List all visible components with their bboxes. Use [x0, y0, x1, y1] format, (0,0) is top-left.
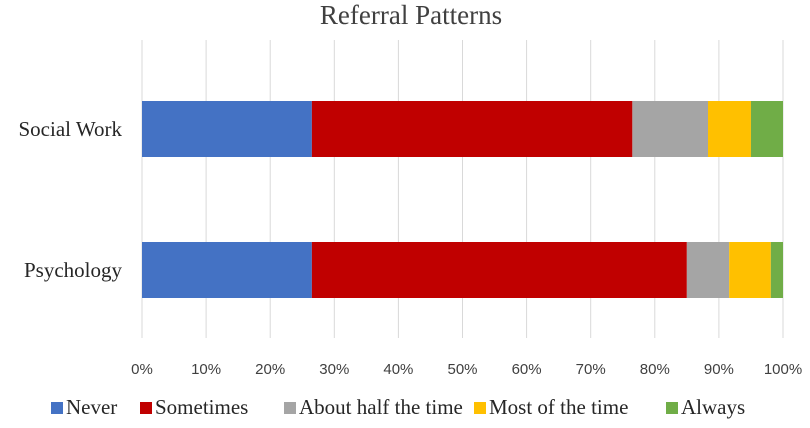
bar-social-work-most-of-the-time — [708, 101, 751, 157]
x-axis-tick-labels: 0% 10% 20% 30% 40% 50% 60% 70% 80% 90% 100% — [131, 361, 802, 378]
x-tick-label: 90% — [704, 361, 734, 378]
x-tick-label: 100% — [764, 361, 802, 378]
bar-social-work-about-half-the-time — [632, 101, 709, 157]
x-tick-label: 40% — [383, 361, 413, 378]
category-label-social-work: Social Work — [19, 117, 123, 141]
x-tick-label: 10% — [191, 361, 221, 378]
bar-social-work-always — [750, 101, 783, 157]
legend-swatch-about-half-the-time — [284, 402, 296, 414]
bar-social-work-never — [142, 101, 312, 157]
bar-psychology-about-half-the-time — [686, 242, 730, 298]
legend-swatch-never — [51, 402, 63, 414]
x-tick-label: 60% — [512, 361, 542, 378]
legend-swatch-sometimes — [140, 402, 152, 414]
legend: Never Sometimes About half the time Most of… — [51, 395, 745, 419]
legend-swatch-most-of-the-time — [474, 402, 486, 414]
bar-psychology-sometimes — [311, 242, 687, 298]
legend-label-sometimes: Sometimes — [155, 395, 248, 419]
x-tick-label: 20% — [255, 361, 285, 378]
x-tick-label: 70% — [576, 361, 606, 378]
legend-label-never: Never — [66, 395, 117, 419]
chart-title: Referral Patterns — [320, 0, 502, 30]
bar-social-work-sometimes — [311, 101, 633, 157]
bar-psychology-always — [770, 242, 783, 298]
category-labels: Social Work Psychology — [19, 117, 123, 282]
x-tick-label: 50% — [447, 361, 477, 378]
x-tick-label: 0% — [131, 361, 153, 378]
bar-psychology-most-of-the-time — [729, 242, 771, 298]
x-tick-label: 30% — [319, 361, 349, 378]
legend-swatch-always — [666, 402, 678, 414]
legend-label-most-of-the-time: Most of the time — [489, 395, 628, 419]
legend-label-always: Always — [681, 395, 745, 419]
bars — [142, 101, 783, 298]
category-label-psychology: Psychology — [24, 258, 123, 282]
bar-psychology-never — [142, 242, 312, 298]
x-tick-label: 80% — [640, 361, 670, 378]
legend-label-about-half-the-time: About half the time — [299, 395, 463, 419]
